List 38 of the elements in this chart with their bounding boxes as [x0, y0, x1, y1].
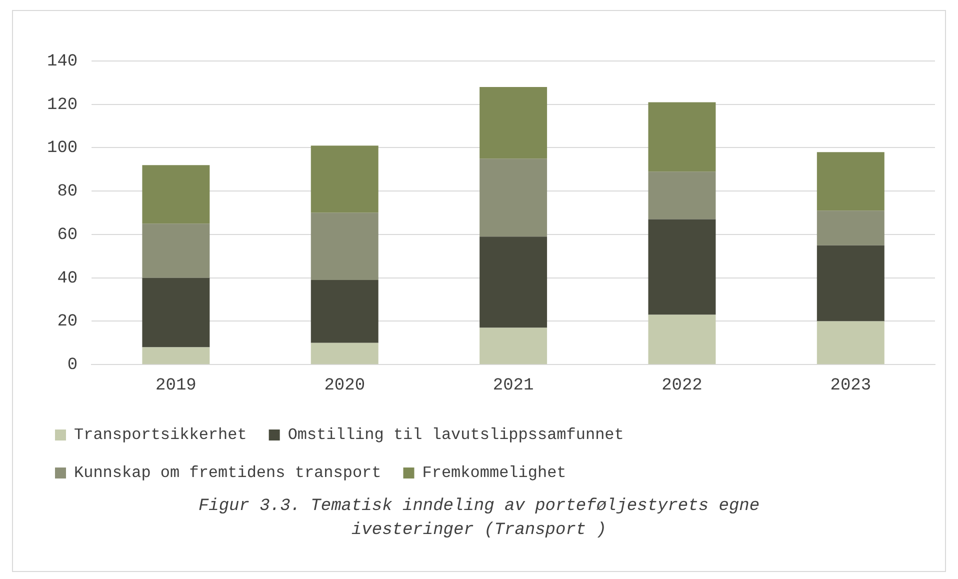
x-tick-label: 2023	[830, 376, 872, 396]
bar	[648, 172, 716, 220]
x-tick-label: 2022	[662, 376, 702, 396]
bar	[480, 87, 548, 159]
bar	[310, 342, 378, 364]
bar	[648, 219, 716, 315]
legend-label: Transportsikkerhet	[74, 426, 247, 444]
bar	[816, 210, 884, 246]
x-tick-label: 2020	[324, 376, 366, 396]
bar	[310, 280, 378, 343]
bar	[816, 152, 884, 211]
y-tick-label: 40	[57, 269, 78, 288]
legend-label: Fremkommelighet	[422, 464, 566, 482]
bar	[142, 224, 210, 278]
bar	[480, 158, 548, 237]
y-tick-label: 140	[46, 52, 78, 72]
bar	[142, 278, 210, 348]
bar	[648, 102, 716, 172]
text: Figur 3.3. Tematisk inndeling av porteføljestyrets egne ivesteringer (Transport )	[197, 496, 761, 542]
x-tick-label: 2019	[156, 376, 196, 396]
y-tick-label: 100	[46, 139, 78, 158]
bar	[480, 236, 548, 328]
legend-label: Kunnskap om fremtidens transport	[74, 464, 382, 482]
bar	[816, 245, 884, 322]
x-tick-label: 2021	[492, 376, 534, 396]
y-tick-label: 0	[67, 356, 78, 376]
bar	[648, 314, 716, 364]
bar	[142, 165, 210, 224]
y-tick-label: 120	[46, 96, 78, 115]
y-tick-label: 60	[57, 226, 78, 245]
bar	[816, 321, 884, 364]
legend-label: Omstilling til lavutslippssamfunnet	[288, 426, 624, 444]
y-tick-label: 80	[57, 182, 78, 202]
bar	[142, 347, 210, 364]
bar	[310, 146, 378, 213]
bar	[310, 212, 378, 280]
y-tick-label: 20	[57, 312, 78, 332]
bar	[480, 328, 548, 364]
